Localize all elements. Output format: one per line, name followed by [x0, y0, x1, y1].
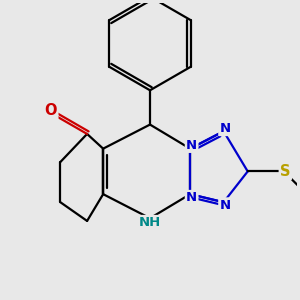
Text: N: N	[220, 122, 231, 135]
Text: NH: NH	[139, 216, 161, 229]
Text: N: N	[186, 191, 197, 204]
Text: N: N	[186, 139, 197, 152]
Text: N: N	[220, 199, 231, 212]
Text: S: S	[280, 164, 291, 179]
Text: O: O	[45, 103, 57, 118]
